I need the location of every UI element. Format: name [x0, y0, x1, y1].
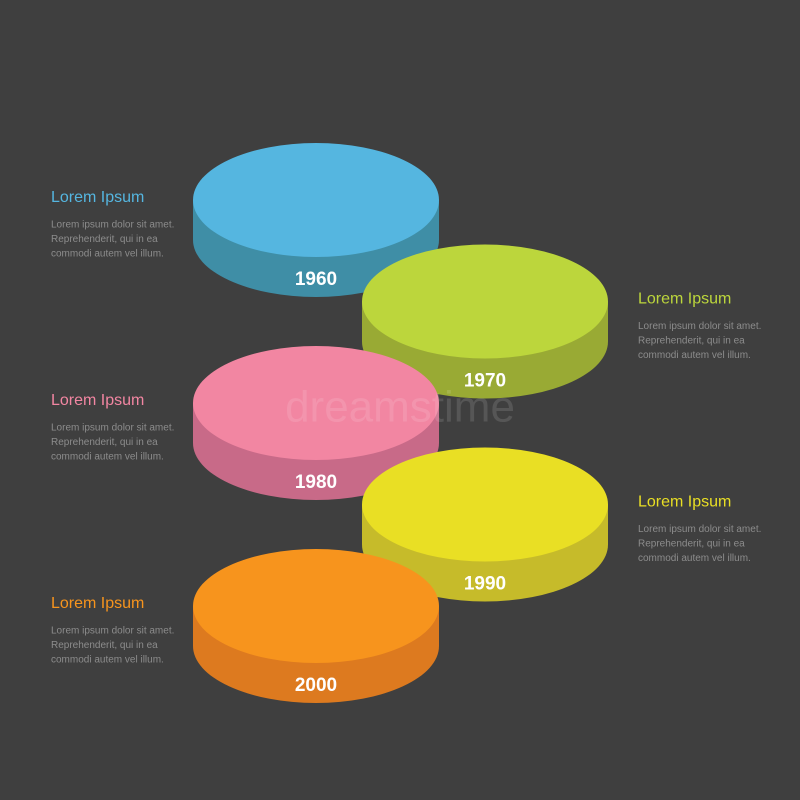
- item-text: Lorem ipsum dolor sit amet.: [51, 220, 174, 231]
- disc: 1960: [193, 143, 439, 297]
- item-title: Lorem Ipsum: [51, 595, 144, 612]
- item-text: Reprehenderit, qui in ea: [638, 336, 745, 347]
- disc-top: [362, 447, 608, 562]
- year-label: 1970: [464, 371, 506, 392]
- item-text: Reprehenderit, qui in ea: [51, 640, 158, 651]
- item-text: commodi autem vel illum.: [638, 553, 751, 564]
- disc: 1970: [362, 244, 608, 399]
- item-text: commodi autem vel illum.: [638, 350, 751, 361]
- disc-top: [362, 244, 608, 359]
- item-title: Lorem Ipsum: [51, 189, 144, 206]
- year-label: 1960: [295, 269, 337, 290]
- disc: 1980: [193, 346, 439, 500]
- item-text: commodi autem vel illum.: [51, 655, 164, 666]
- item-title: Lorem Ipsum: [51, 392, 144, 409]
- disc: 2000: [193, 549, 439, 703]
- item-text: Reprehenderit, qui in ea: [51, 234, 158, 245]
- year-label: 1990: [464, 574, 506, 595]
- item-text: Lorem ipsum dolor sit amet.: [51, 626, 174, 637]
- item-text: commodi autem vel illum.: [51, 452, 164, 463]
- watermark: dreamstime: [285, 383, 515, 432]
- item-text: Reprehenderit, qui in ea: [51, 437, 158, 448]
- item-text: Lorem ipsum dolor sit amet.: [638, 524, 761, 535]
- item-text: Lorem ipsum dolor sit amet.: [638, 321, 761, 332]
- disc: 1990: [362, 447, 608, 602]
- year-label: 2000: [295, 675, 337, 696]
- disc-top: [193, 143, 439, 257]
- item-text: Reprehenderit, qui in ea: [638, 539, 745, 550]
- item-text: commodi autem vel illum.: [51, 249, 164, 260]
- item-title: Lorem Ipsum: [638, 494, 731, 511]
- item-title: Lorem Ipsum: [638, 291, 731, 308]
- year-label: 1980: [295, 472, 337, 493]
- item-text: Lorem ipsum dolor sit amet.: [51, 423, 174, 434]
- disc-top: [193, 549, 439, 663]
- disc-top: [193, 346, 439, 460]
